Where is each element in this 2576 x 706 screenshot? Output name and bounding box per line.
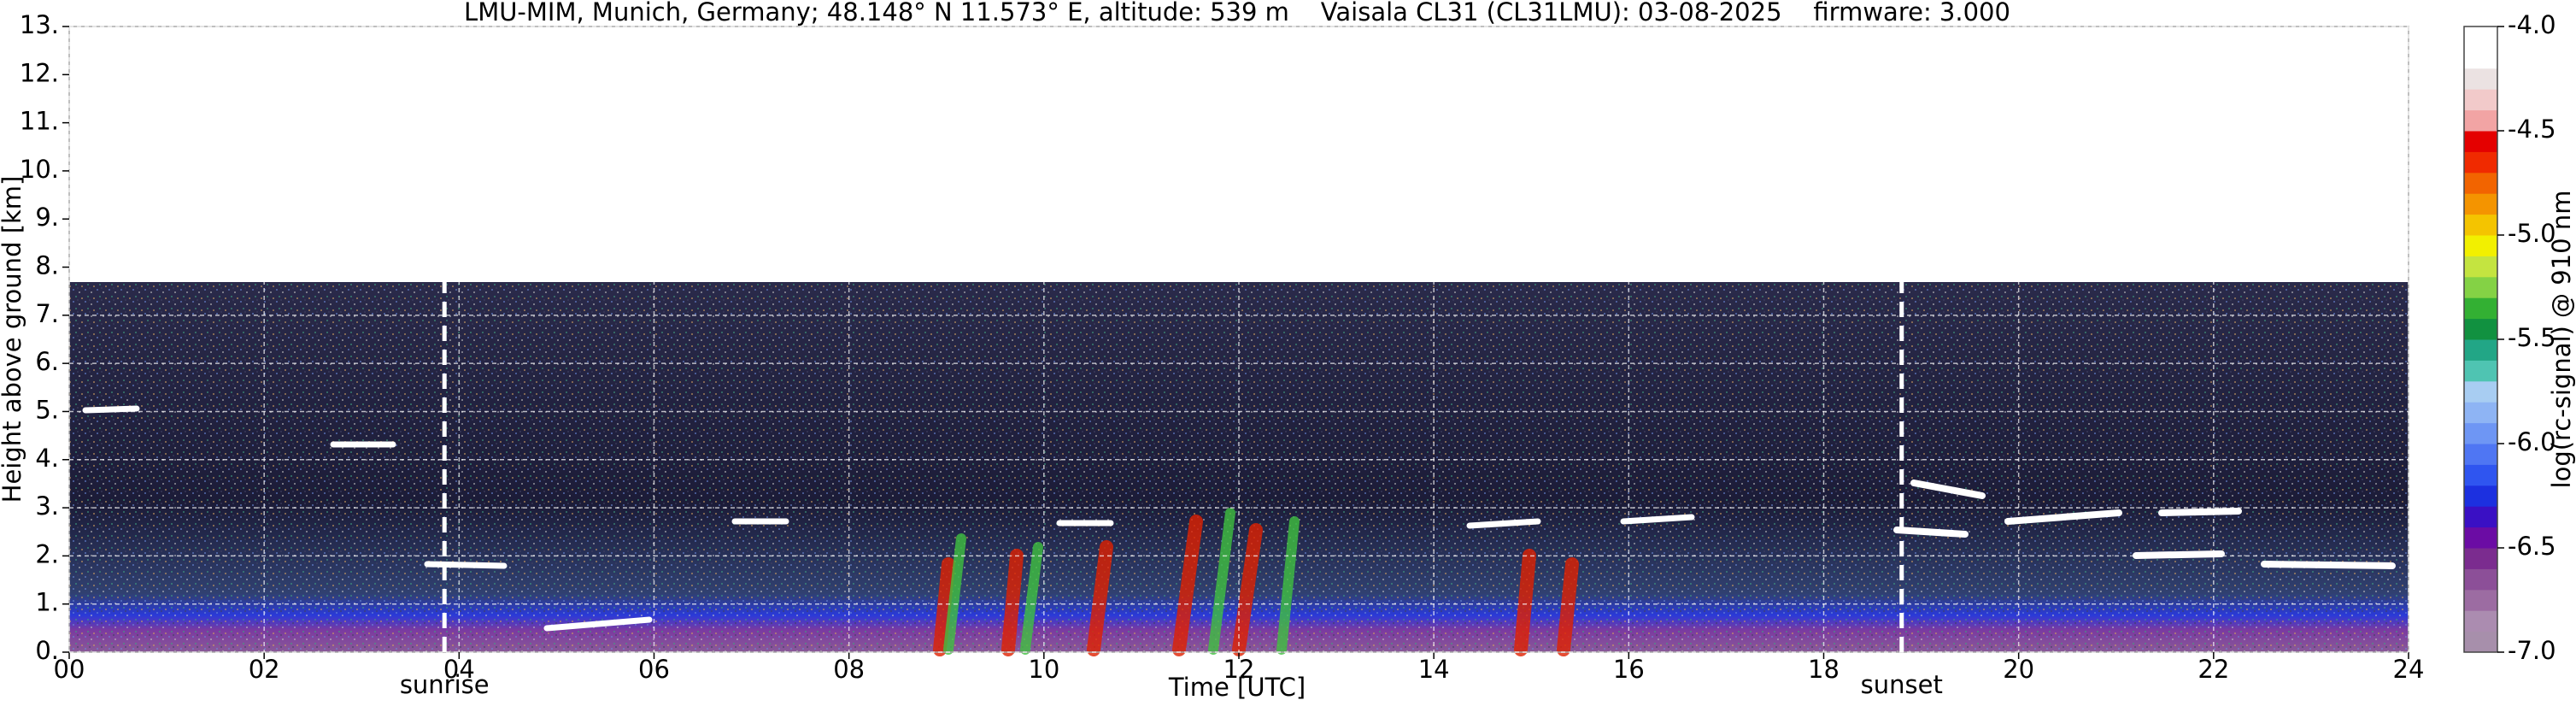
colorbar-tick-label: -4.0 <box>2508 10 2556 39</box>
y-tick-label: 4. <box>35 444 59 473</box>
y-tick-label: 10. <box>20 155 59 184</box>
y-tick-label: 5. <box>35 395 59 424</box>
y-tick-label: 2. <box>35 539 59 568</box>
colorbar-segment <box>2464 47 2497 69</box>
y-tick-label: 3. <box>35 491 59 521</box>
x-tick-label: 24 <box>2393 655 2425 684</box>
y-tick-label: 0. <box>35 636 59 665</box>
colorbar-segment <box>2464 26 2497 48</box>
x-tick-label: 14 <box>1418 655 1450 684</box>
x-tick-label: 08 <box>833 655 865 684</box>
colorbar-tick-label: -6.0 <box>2508 427 2556 456</box>
x-tick-label: 12 <box>1223 655 1255 684</box>
colorbar-segment <box>2464 339 2497 361</box>
y-tick-label: 13. <box>20 10 59 39</box>
y-tick-label: 8. <box>35 251 59 280</box>
annotation-label: sunset <box>1861 670 1943 699</box>
colorbar-segment <box>2464 444 2497 465</box>
x-tick-label: 02 <box>249 655 280 684</box>
colorbar-segment <box>2464 506 2497 528</box>
colorbar-segment <box>2464 589 2497 611</box>
colorbar-segment <box>2464 68 2497 90</box>
x-tick-label: 20 <box>2003 655 2034 684</box>
colorbar-segment <box>2464 297 2497 320</box>
colorbar-segment <box>2464 214 2497 236</box>
x-tick-label: 04 <box>443 655 475 684</box>
colorbar-tick-label: -7.0 <box>2508 636 2556 665</box>
x-tick-label: 06 <box>638 655 670 684</box>
colorbar-segment <box>2464 256 2497 278</box>
colorbar-segment <box>2464 172 2497 194</box>
y-tick-label: 9. <box>35 203 59 232</box>
x-tick-label: 16 <box>1613 655 1645 684</box>
colorbar-segment <box>2464 631 2497 653</box>
colorbar-segment <box>2464 131 2497 152</box>
chart-title: LMU-MIM, Munich, Germany; 48.148° N 11.5… <box>464 0 2010 26</box>
x-axis-label: Time [UTC] <box>1168 673 1306 702</box>
colorbar-segment <box>2464 402 2497 424</box>
colorbar-segment <box>2464 193 2497 215</box>
x-tick-label: 22 <box>2198 655 2229 684</box>
colorbar-segment <box>2464 276 2497 298</box>
colorbar-segment <box>2464 464 2497 486</box>
colorbar-segment <box>2464 109 2497 132</box>
colorbar-segment <box>2464 89 2497 111</box>
y-tick-label: 12. <box>20 58 59 87</box>
colorbar-segment <box>2464 318 2497 340</box>
x-tick-label: 18 <box>1808 655 1840 684</box>
cloud-features <box>82 405 2396 656</box>
colorbar-segment <box>2464 360 2497 382</box>
colorbar-segment <box>2464 568 2497 591</box>
colorbar-tick-label: -5.0 <box>2508 219 2556 248</box>
y-tick-label: 7. <box>35 299 59 328</box>
colorbar-tick-label: -4.5 <box>2508 115 2556 144</box>
y-tick-label: 1. <box>35 588 59 617</box>
x-tick-label: 00 <box>54 655 85 684</box>
y-axis-label: Height above ground [km] <box>0 176 26 503</box>
colorbar-segment <box>2464 548 2497 569</box>
colorbar-tick-label: -5.5 <box>2508 323 2556 352</box>
colorbar-segment <box>2464 527 2497 549</box>
x-tick-label: 10 <box>1028 655 1059 684</box>
colorbar-tick-label: -6.5 <box>2508 532 2556 561</box>
y-tick-label: 6. <box>35 347 59 376</box>
colorbar-segment <box>2464 151 2497 174</box>
colorbar-segment <box>2464 380 2497 403</box>
colorbar-segment <box>2464 610 2497 632</box>
y-tick-label: 11. <box>20 107 59 136</box>
colorbar-segment <box>2464 422 2497 444</box>
colorbar-segment <box>2464 485 2497 507</box>
colorbar-segment <box>2464 235 2497 256</box>
annotation-label: sunrise <box>400 670 490 699</box>
colorbar-label: log(rc-signal) @ 910 nm <box>2547 191 2576 489</box>
